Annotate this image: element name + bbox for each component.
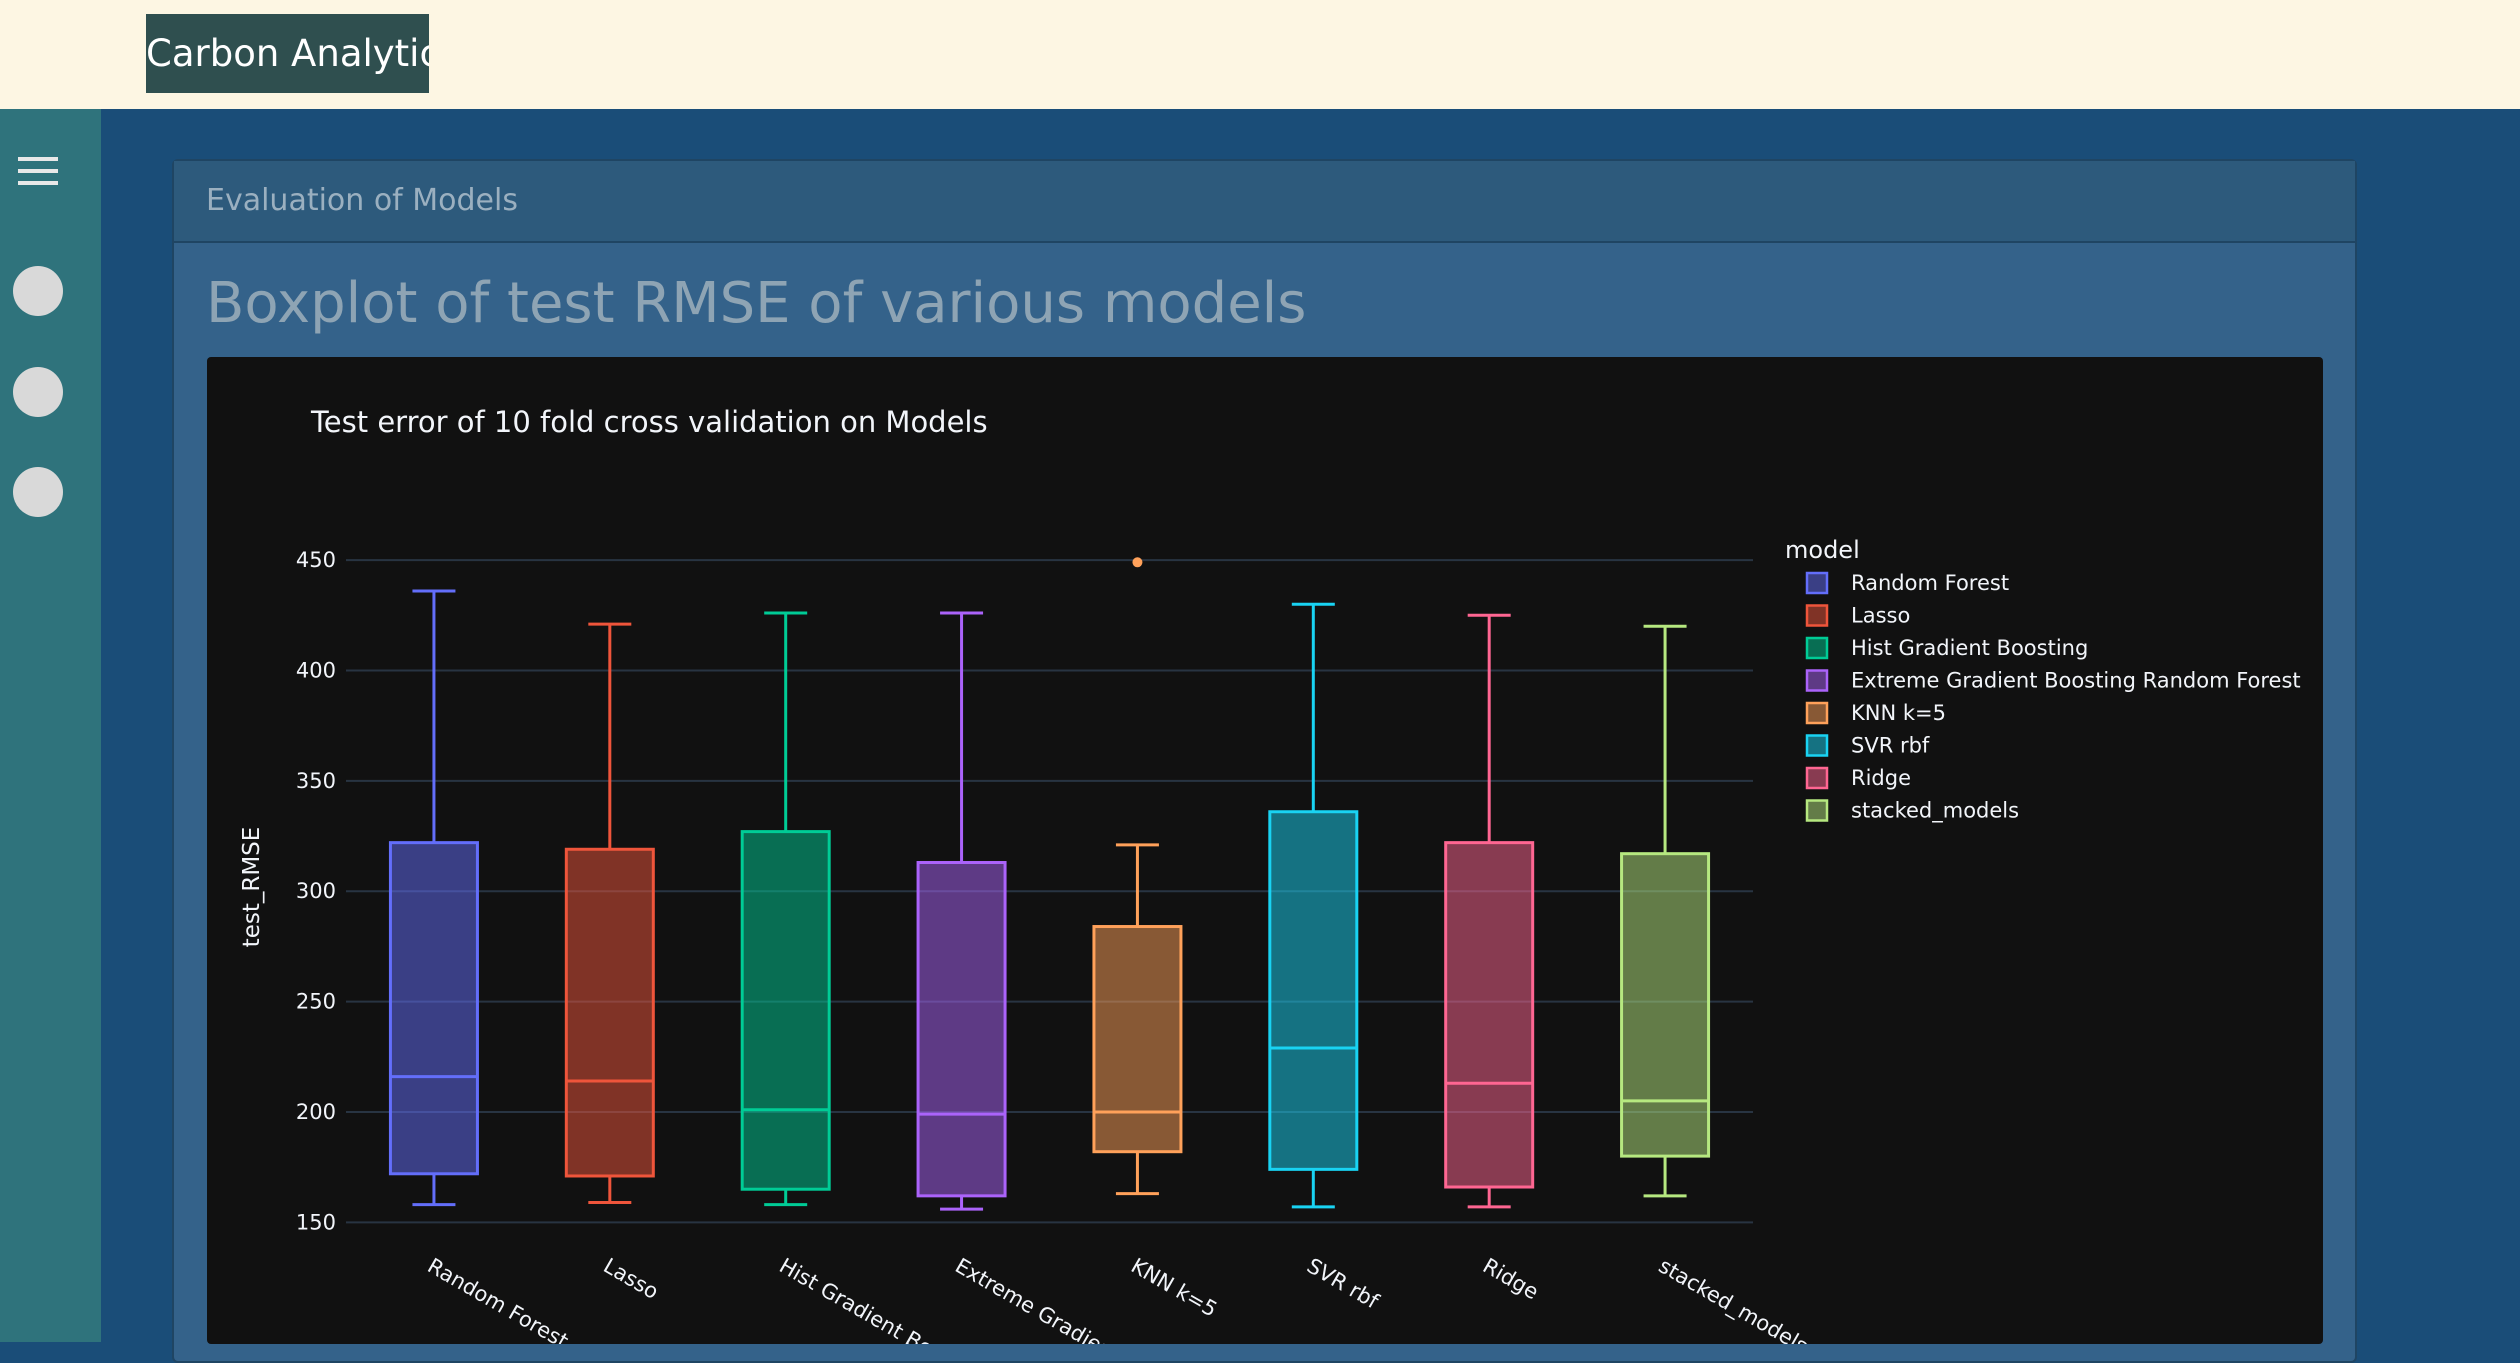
box — [916, 861, 1007, 1198]
y-tick-label: 350 — [296, 769, 336, 793]
legend-swatch — [1805, 799, 1829, 822]
chart: Test error of 10 fold cross validation o… — [239, 405, 2301, 1344]
y-tick-label: 250 — [296, 990, 336, 1014]
box — [1092, 925, 1183, 1154]
legend-label: KNN k=5 — [1851, 701, 1946, 725]
legend-swatch — [1805, 604, 1829, 627]
chart-container: Test error of 10 fold cross validation o… — [207, 357, 2323, 1344]
nav-icon[interactable] — [13, 367, 63, 417]
y-tick-label: 200 — [296, 1100, 336, 1124]
outlier — [1132, 557, 1143, 568]
legend-label: SVR rbf — [1851, 734, 1930, 758]
menu-bar — [18, 181, 58, 185]
x-tick-label: stacked_models — [1654, 1254, 1812, 1344]
menu-bar — [18, 169, 58, 173]
box — [564, 847, 655, 1178]
nav-icon[interactable] — [13, 266, 63, 316]
box — [1444, 841, 1535, 1189]
x-tick-label: Lasso — [599, 1254, 662, 1304]
legend-label: Ridge — [1851, 766, 1911, 790]
y-tick-label: 400 — [296, 658, 336, 682]
legend-swatch — [1805, 734, 1829, 757]
chart-title: Test error of 10 fold cross validation o… — [310, 405, 988, 439]
x-tick-label: KNN k=5 — [1127, 1254, 1221, 1322]
box — [1620, 852, 1711, 1158]
menu-bar — [18, 157, 58, 161]
card: Evaluation of Models Boxplot of test RMS… — [172, 159, 2357, 1363]
box — [740, 830, 831, 1191]
card-header: Evaluation of Models — [174, 161, 2355, 243]
card-heading: Boxplot of test RMSE of various models — [206, 271, 1307, 336]
legend-swatch — [1805, 669, 1829, 692]
x-tick-label: Random Forest — [423, 1254, 572, 1344]
nav-icon[interactable] — [13, 467, 63, 517]
y-axis-label: test_RMSE — [239, 827, 265, 948]
legend-swatch — [1805, 571, 1829, 595]
menu-button[interactable] — [0, 149, 80, 199]
legend-label: stacked_models — [1851, 799, 2019, 824]
x-tick-label: Ridge — [1479, 1254, 1543, 1305]
x-tick-label: SVR rbf — [1303, 1254, 1383, 1314]
top-bar: Carbon Analytics — [0, 0, 2520, 109]
y-tick-label: 150 — [296, 1210, 336, 1234]
legend-swatch — [1805, 766, 1829, 790]
legend-label: Extreme Gradient Boosting Random Forest — [1851, 669, 2301, 693]
legend-label: Random Forest — [1851, 571, 2009, 595]
brand[interactable]: Carbon Analytics — [146, 14, 429, 93]
y-tick-label: 300 — [296, 879, 336, 903]
y-tick-label: 450 — [296, 548, 336, 572]
legend-title: model — [1785, 536, 1860, 564]
legend-swatch — [1805, 636, 1829, 660]
sidebar — [0, 109, 101, 1342]
box — [388, 841, 479, 1176]
legend-label: Hist Gradient Boosting — [1851, 636, 2088, 660]
box — [1268, 810, 1359, 1171]
legend-swatch — [1805, 701, 1829, 725]
legend-label: Lasso — [1851, 604, 1910, 628]
